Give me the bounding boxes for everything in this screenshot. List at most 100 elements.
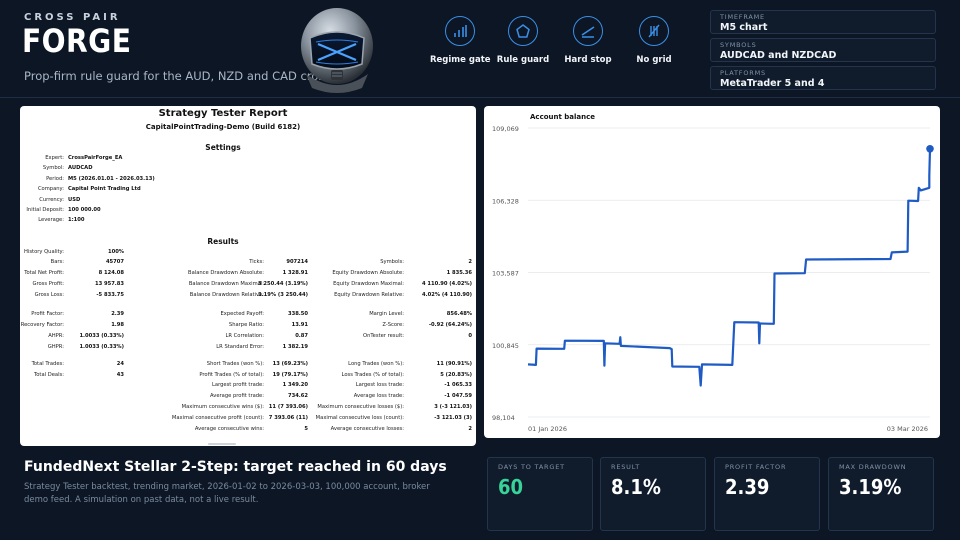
result-label: History Quality: <box>23 249 64 255</box>
feature-rule-guard: Rule guard <box>493 16 553 65</box>
result-label: Equity Drawdown Maximal: <box>333 281 404 287</box>
settings-heading: Settings <box>205 143 241 152</box>
result-label: Maximum consecutive losses ($): <box>317 404 404 410</box>
kpi-label: RESULT <box>611 463 641 471</box>
chart-title: Account balance <box>530 113 595 121</box>
kpi-label: DAYS TO TARGET <box>498 463 565 471</box>
result-label: Gross Loss: <box>34 292 64 298</box>
kpi-label: PROFIT FACTOR <box>725 463 787 471</box>
result-label: Bars: <box>50 259 64 265</box>
result-value: 4 110.90 (4.02%) <box>422 281 472 287</box>
stop-line-icon <box>573 16 603 46</box>
scroll-indicator <box>208 443 236 445</box>
result-value: 2 <box>468 259 472 265</box>
bar-chart-icon <box>445 16 475 46</box>
result-value: 3 (-3 121.03) <box>434 404 472 410</box>
result-label: Largest loss trade: <box>355 382 404 388</box>
results-heading: Results <box>207 237 239 246</box>
settings-value: Capital Point Trading Ltd <box>68 186 141 193</box>
result-label: Maximal consecutive loss (count): <box>315 415 404 421</box>
settings-label: Currency: <box>39 196 64 203</box>
result-value: 7 393.06 (11) <box>268 415 308 421</box>
settings-label: Expert: <box>45 155 64 161</box>
result-value: -1 047.59 <box>444 393 472 399</box>
feature-label: No grid <box>636 55 672 65</box>
meta-value: M5 chart <box>720 22 768 33</box>
result-label: Total Trades: <box>31 361 64 367</box>
result-value: 1.0033 (0.33%) <box>79 344 124 350</box>
result-value: 13.91 <box>291 322 308 328</box>
result-label: GHPR: <box>47 344 64 350</box>
result-label: Long Trades (won %): <box>348 361 404 367</box>
settings-value: M5 (2026.01.01 - 2026.03.13) <box>68 175 155 182</box>
result-value: 0 <box>468 333 472 339</box>
result-label: Equity Drawdown Absolute: <box>332 270 404 276</box>
result-label: Expected Payoff: <box>220 311 265 317</box>
result-label: Loss Trades (% of total): <box>341 372 404 378</box>
report-subtitle: CapitalPointTrading-Demo (Build 6182) <box>145 123 301 131</box>
result-label: Sharpe Ratio: <box>228 322 264 328</box>
result-value: 0.87 <box>295 333 308 339</box>
meta-symbols: SYMBOLS AUDCAD and NZDCAD <box>710 38 936 62</box>
result-label: Margin Level: <box>369 311 404 317</box>
result-value: 856.48% <box>446 311 472 317</box>
result-value: 734.62 <box>287 393 308 399</box>
feature-label: Rule guard <box>496 55 550 65</box>
result-label: Average consecutive wins: <box>194 426 264 432</box>
result-value: 13 957.83 <box>94 281 124 287</box>
result-value: 1.0033 (0.33%) <box>79 333 124 339</box>
result-label: LR Correlation: <box>225 333 265 339</box>
meta-platforms: PLATFORMS MetaTrader 5 and 4 <box>710 66 936 90</box>
y-tick-label: 98,104 <box>492 414 515 422</box>
result-value: 1 382.19 <box>282 344 308 350</box>
result-label: Average consecutive losses: <box>330 426 404 432</box>
meta-key: TIMEFRAME <box>720 13 765 21</box>
feature-no-grid: No grid <box>624 16 684 65</box>
result-value: 45707 <box>105 259 124 265</box>
kpi-value: 2.39 <box>725 475 770 499</box>
result-value: 11 (7 393.06) <box>268 404 308 410</box>
result-value: 19 (79.17%) <box>272 372 308 378</box>
feature-regime-gate: Regime gate <box>430 16 491 65</box>
result-label: Equity Drawdown Relative: <box>334 292 404 298</box>
x-tick-label: 03 Mar 2026 <box>887 425 928 433</box>
result-label: Balance Drawdown Absolute: <box>188 270 264 276</box>
result-label: Maximum consecutive wins ($): <box>181 404 264 410</box>
settings-label: Period: <box>46 175 64 182</box>
settings-value: 100 000.00 <box>68 207 101 213</box>
settings-label: Company: <box>37 186 64 193</box>
result-value: 2 <box>468 426 472 432</box>
kpi-value: 60 <box>498 475 524 499</box>
result-value: 338.50 <box>287 311 308 317</box>
result-label: Profit Trades (% of total): <box>199 372 264 378</box>
result-value: -0.92 (64.24%) <box>428 322 472 328</box>
brand-subtitle: Prop-firm rule guard for the AUD, NZD an… <box>24 69 344 83</box>
result-label: Symbols: <box>380 259 404 265</box>
settings-value: CrossPairForge_EA <box>68 155 123 161</box>
kpi-profit-factor: PROFIT FACTOR 2.39 <box>714 457 820 531</box>
settings-value: USD <box>68 196 81 203</box>
result-value: 43 <box>116 372 124 378</box>
footer-description: Strategy Tester backtest, trending marke… <box>24 482 430 505</box>
result-label: OnTester result: <box>363 333 404 339</box>
result-value: 1.98 <box>111 322 124 328</box>
feature-label: Hard stop <box>564 55 612 65</box>
result-label: Z-Score: <box>382 322 404 328</box>
kpi-value: 8.1% <box>611 475 661 499</box>
result-value: 24 <box>116 361 124 367</box>
result-value: 4.02% (4 110.90) <box>422 292 472 298</box>
result-label: AHPR: <box>48 333 64 339</box>
result-value: 1 349.20 <box>282 382 308 388</box>
account-balance-chart: Account balance 109,069 106,328 103,587 100,… <box>484 106 940 438</box>
result-value: 100% <box>107 249 124 255</box>
result-value: 11 (90.91%) <box>436 361 472 367</box>
meta-value: AUDCAD and NZDCAD <box>720 50 837 61</box>
result-value: 1 328.91 <box>282 270 308 276</box>
balance-line <box>527 148 932 387</box>
feature-strip: Regime gate Rule guard Hard stop No grid <box>430 16 700 76</box>
y-tick-label: 103,587 <box>492 270 519 278</box>
meta-key: PLATFORMS <box>720 69 766 77</box>
result-label: Short Trades (won %): <box>206 361 264 367</box>
settings-label: Initial Deposit: <box>26 207 64 213</box>
chart-svg: Account balance 109,069 106,328 103,587 100,… <box>492 113 934 433</box>
